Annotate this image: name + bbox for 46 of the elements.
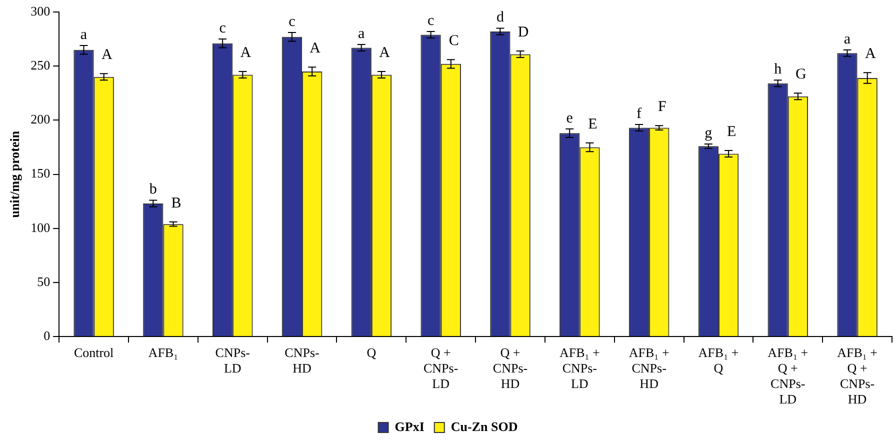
data-label: A xyxy=(310,40,321,57)
y-tick-label: 100 xyxy=(30,220,50,235)
data-label: A xyxy=(101,47,112,64)
data-label: c xyxy=(219,20,226,36)
legend-label: GPxI xyxy=(394,418,424,434)
data-label: h xyxy=(774,62,782,78)
y-tick-label: 300 xyxy=(30,3,50,18)
x-tick-label: CNPs-HD xyxy=(284,344,320,376)
y-tick-label: 250 xyxy=(30,58,50,73)
x-tick-label: Q + CNPs-HD xyxy=(492,344,528,392)
data-label: G xyxy=(796,66,807,83)
y-axis-title: unit/mg protein xyxy=(7,130,22,218)
x-tick-label: AFB₁ xyxy=(148,344,178,360)
data-label: a xyxy=(844,31,851,48)
data-label: g xyxy=(704,125,713,142)
data-label: A xyxy=(379,44,390,61)
x-tick-label: Q xyxy=(366,344,377,360)
data-label: a xyxy=(80,26,88,43)
y-tick-label: 50 xyxy=(37,274,50,289)
data-label: c xyxy=(288,14,296,30)
x-tick-label: CNPs-LD xyxy=(215,344,250,376)
data-label: e xyxy=(566,110,574,126)
data-label: c xyxy=(427,12,434,29)
x-tick-label: AFB₁ + Q + CNPs-HD xyxy=(837,344,878,407)
x-tick-label: AFB₁ + CNPs-LD xyxy=(559,344,600,392)
x-tick-label: Control xyxy=(74,344,114,360)
x-tick-label: AFB₁ + CNPs-HD xyxy=(628,344,670,392)
y-tick-label: 0 xyxy=(44,328,50,344)
legend-label: Cu-Zn SOD xyxy=(450,418,518,434)
x-tick-label: AFB₁ + Q + CNPs-LD xyxy=(768,344,808,407)
data-label: b xyxy=(149,182,157,198)
data-label: f xyxy=(636,106,642,122)
data-label: C xyxy=(448,33,459,50)
data-label: E xyxy=(588,116,598,132)
data-label: A xyxy=(240,44,252,61)
data-label: a xyxy=(358,26,366,42)
data-label: F xyxy=(658,99,666,116)
x-tick-label: AFB₁ + Q xyxy=(698,344,739,376)
data-label: B xyxy=(171,195,182,212)
y-tick-label: 150 xyxy=(30,166,50,181)
x-tick-label: Q + CNPs-LD xyxy=(424,344,458,392)
data-label: d xyxy=(496,10,504,26)
data-label: A xyxy=(864,46,876,62)
data-label: D xyxy=(518,24,529,40)
y-tick-label: 200 xyxy=(30,112,50,127)
data-label: E xyxy=(726,124,736,140)
